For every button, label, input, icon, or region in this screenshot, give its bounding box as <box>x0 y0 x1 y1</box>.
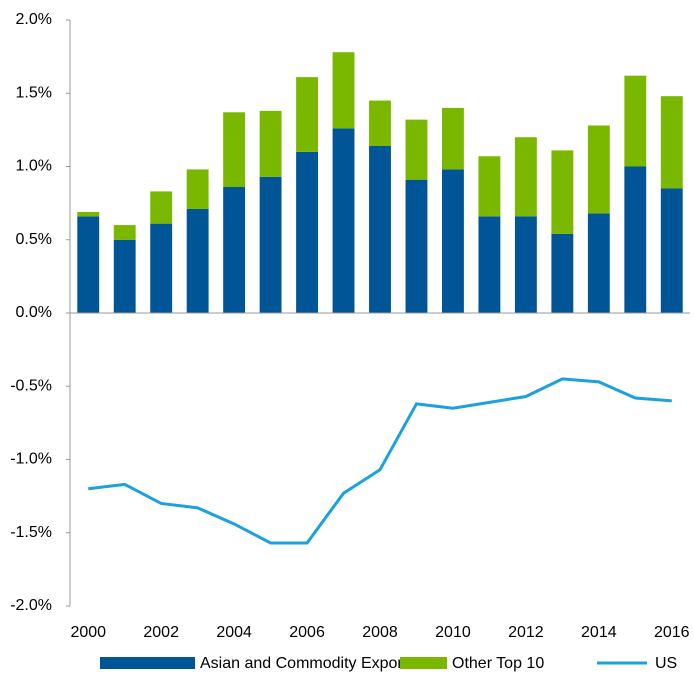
legend-label: Asian and Commodity Exporters <box>200 655 429 672</box>
bar <box>259 176 282 313</box>
legend-label: US <box>655 655 677 672</box>
bar <box>551 150 574 234</box>
bar <box>478 156 501 217</box>
legend-swatch <box>400 657 447 669</box>
x-tick-label: 2004 <box>216 624 252 641</box>
bar <box>660 188 683 313</box>
bar <box>442 169 464 313</box>
bar <box>113 239 136 313</box>
bar <box>660 96 683 189</box>
y-tick-label: 1.5% <box>16 84 52 101</box>
bar <box>296 151 318 313</box>
bar <box>259 110 282 177</box>
bar <box>150 191 173 224</box>
legend-swatch <box>100 657 195 669</box>
bar <box>369 100 391 146</box>
bar <box>77 216 100 313</box>
y-tick-label: -1.5% <box>10 524 52 541</box>
bar <box>296 77 318 152</box>
bar <box>186 169 209 209</box>
y-tick-label: -0.5% <box>10 377 52 394</box>
bar <box>478 216 501 313</box>
y-tick-label: 1.0% <box>16 158 52 175</box>
y-tick-label: 2.0% <box>16 11 52 28</box>
x-tick-label: 2008 <box>362 624 398 641</box>
x-tick-label: 2016 <box>654 624 690 641</box>
x-tick-label: 2014 <box>581 624 617 641</box>
bar <box>369 145 391 313</box>
bar <box>113 225 136 240</box>
line <box>88 377 672 545</box>
y-tick-label: 0.5% <box>16 231 52 248</box>
bar <box>332 128 355 313</box>
x-tick-label: 2010 <box>435 624 471 641</box>
bar <box>514 216 537 313</box>
bar <box>332 52 355 129</box>
bar <box>223 187 246 313</box>
x-tick-label: 2012 <box>508 624 544 641</box>
bar <box>223 112 246 188</box>
bar <box>514 137 537 217</box>
bar <box>186 208 209 313</box>
legend-label: Other Top 10 <box>452 655 544 672</box>
bar <box>624 75 647 167</box>
bar <box>405 179 428 313</box>
bar <box>405 119 428 180</box>
x-tick-label: 2002 <box>143 624 179 641</box>
bar <box>442 107 464 170</box>
x-tick-label: 2006 <box>289 624 325 641</box>
bar <box>150 223 173 313</box>
bar <box>77 211 100 217</box>
y-tick-label: -2.0% <box>10 597 52 614</box>
y-tick-label: 0.0% <box>16 304 52 321</box>
y-tick-label: -1.0% <box>10 451 52 468</box>
bar <box>624 166 647 313</box>
bar <box>587 125 610 214</box>
x-tick-label: 2000 <box>70 624 106 641</box>
bar <box>551 233 574 313</box>
bar <box>587 213 610 313</box>
